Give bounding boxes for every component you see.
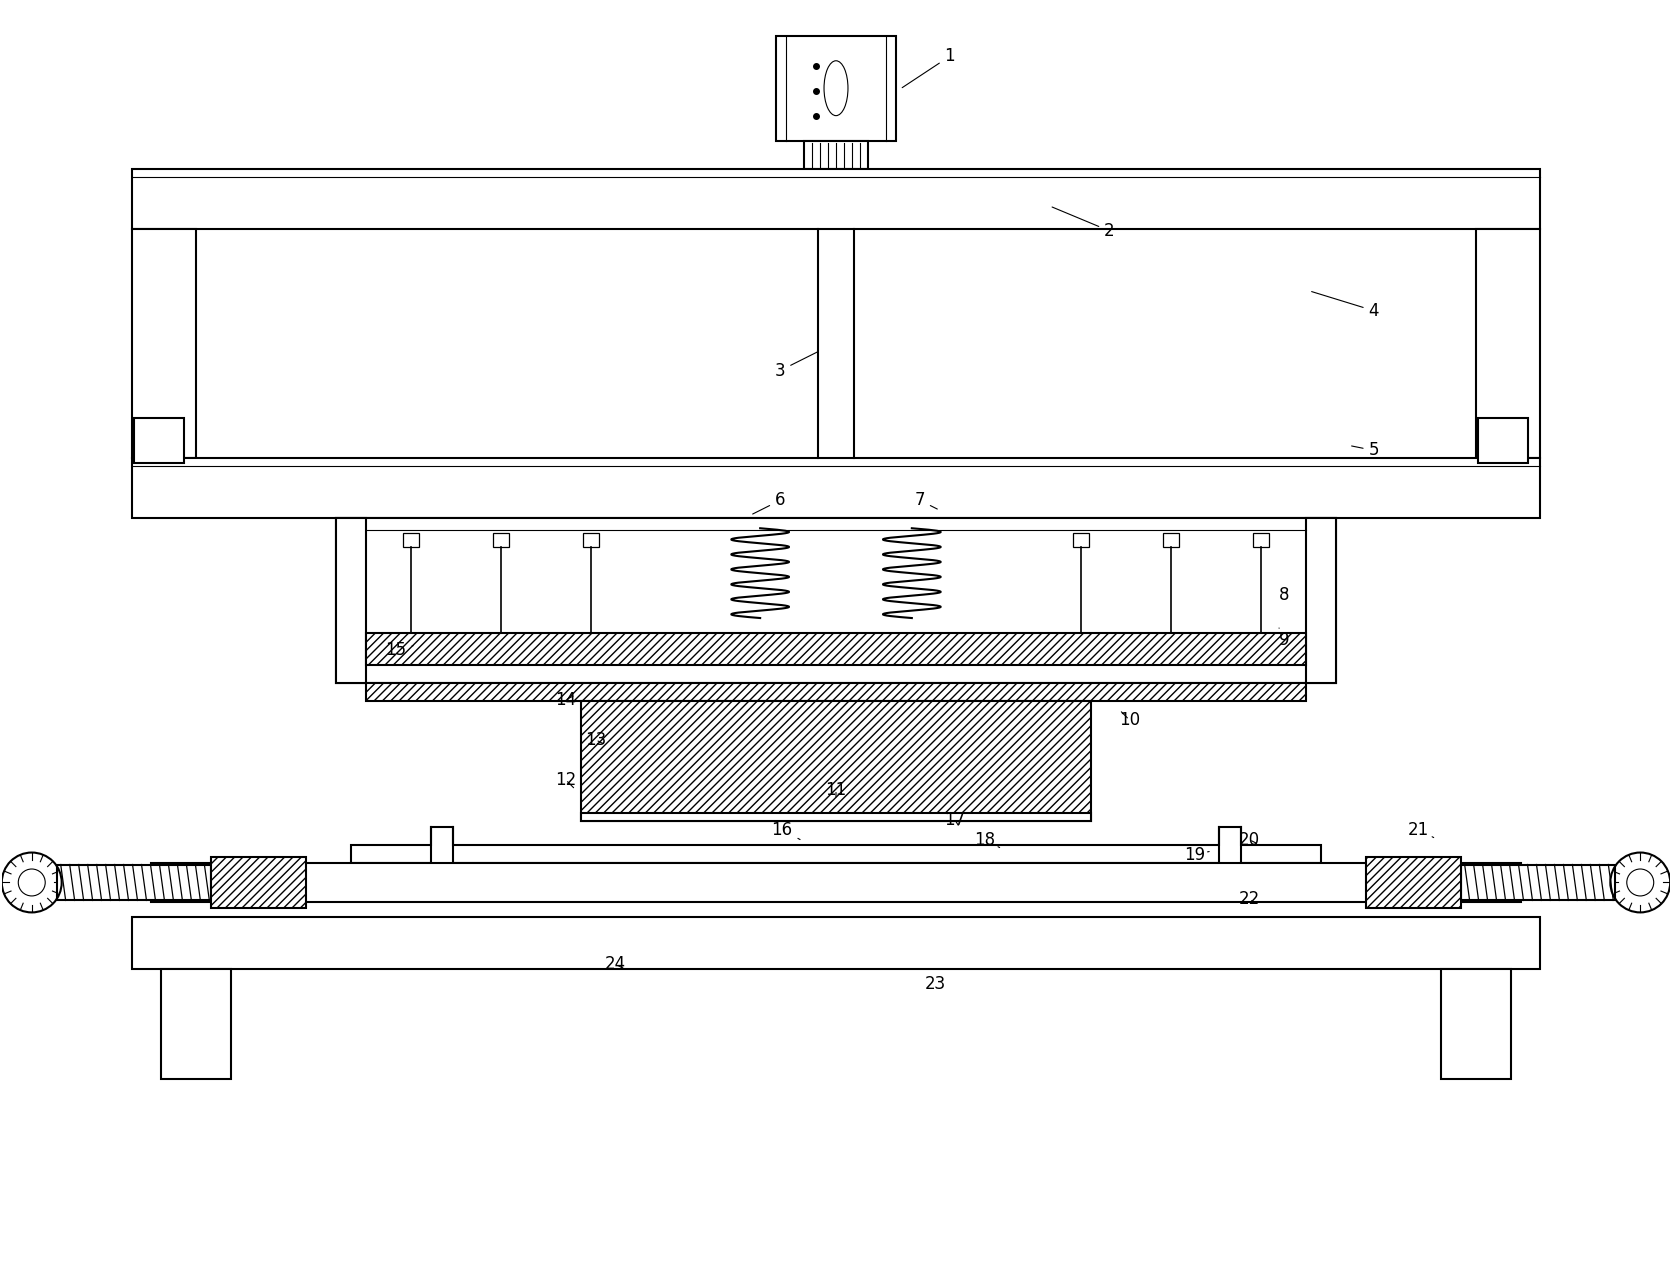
Bar xyxy=(351,845,1321,863)
Bar xyxy=(1306,518,1336,684)
Text: 24: 24 xyxy=(605,955,625,973)
Bar xyxy=(1366,856,1461,909)
Bar xyxy=(1461,864,1615,900)
Text: 5: 5 xyxy=(1351,442,1379,460)
Text: 2: 2 xyxy=(1052,207,1115,239)
Text: 15: 15 xyxy=(385,641,413,659)
Text: 14: 14 xyxy=(555,691,577,709)
Bar xyxy=(152,863,1520,902)
Bar xyxy=(132,918,1540,969)
Bar xyxy=(366,634,1306,664)
Bar xyxy=(431,827,453,884)
Bar xyxy=(132,458,1540,518)
Text: 16: 16 xyxy=(771,820,801,840)
Text: 19: 19 xyxy=(1184,846,1209,864)
Bar xyxy=(1478,419,1528,463)
Text: 10: 10 xyxy=(1119,710,1140,728)
Bar xyxy=(580,701,1092,820)
Bar xyxy=(366,684,1306,701)
Bar xyxy=(582,534,599,548)
Text: 17: 17 xyxy=(945,810,965,828)
Bar xyxy=(211,856,306,909)
Text: 13: 13 xyxy=(585,731,607,749)
Bar xyxy=(162,969,231,1079)
Bar xyxy=(1164,534,1179,548)
Bar xyxy=(1219,827,1241,884)
Bar xyxy=(57,864,211,900)
Bar xyxy=(132,229,196,458)
Bar xyxy=(403,534,420,548)
Text: 18: 18 xyxy=(975,831,1000,849)
Bar xyxy=(1441,969,1510,1079)
Bar xyxy=(493,534,508,548)
Bar xyxy=(134,419,184,463)
Bar xyxy=(336,518,1336,684)
Bar xyxy=(132,169,1540,229)
Bar xyxy=(1073,534,1090,548)
Bar xyxy=(776,36,896,141)
Bar xyxy=(1252,534,1269,548)
Text: 22: 22 xyxy=(1239,891,1259,909)
Bar xyxy=(1476,229,1540,458)
Bar xyxy=(804,141,868,169)
Text: 4: 4 xyxy=(1311,292,1379,320)
Text: 21: 21 xyxy=(1408,820,1433,838)
Text: 23: 23 xyxy=(925,975,946,993)
Text: 12: 12 xyxy=(555,771,577,788)
Text: 8: 8 xyxy=(1279,586,1289,604)
Text: 9: 9 xyxy=(1279,628,1289,649)
Text: 20: 20 xyxy=(1239,831,1259,849)
Text: 1: 1 xyxy=(903,47,955,87)
Text: 11: 11 xyxy=(826,781,846,799)
Text: 6: 6 xyxy=(752,492,786,515)
Bar xyxy=(580,813,1092,820)
Text: 3: 3 xyxy=(774,352,818,380)
Text: 7: 7 xyxy=(915,492,938,509)
Bar xyxy=(336,518,366,684)
